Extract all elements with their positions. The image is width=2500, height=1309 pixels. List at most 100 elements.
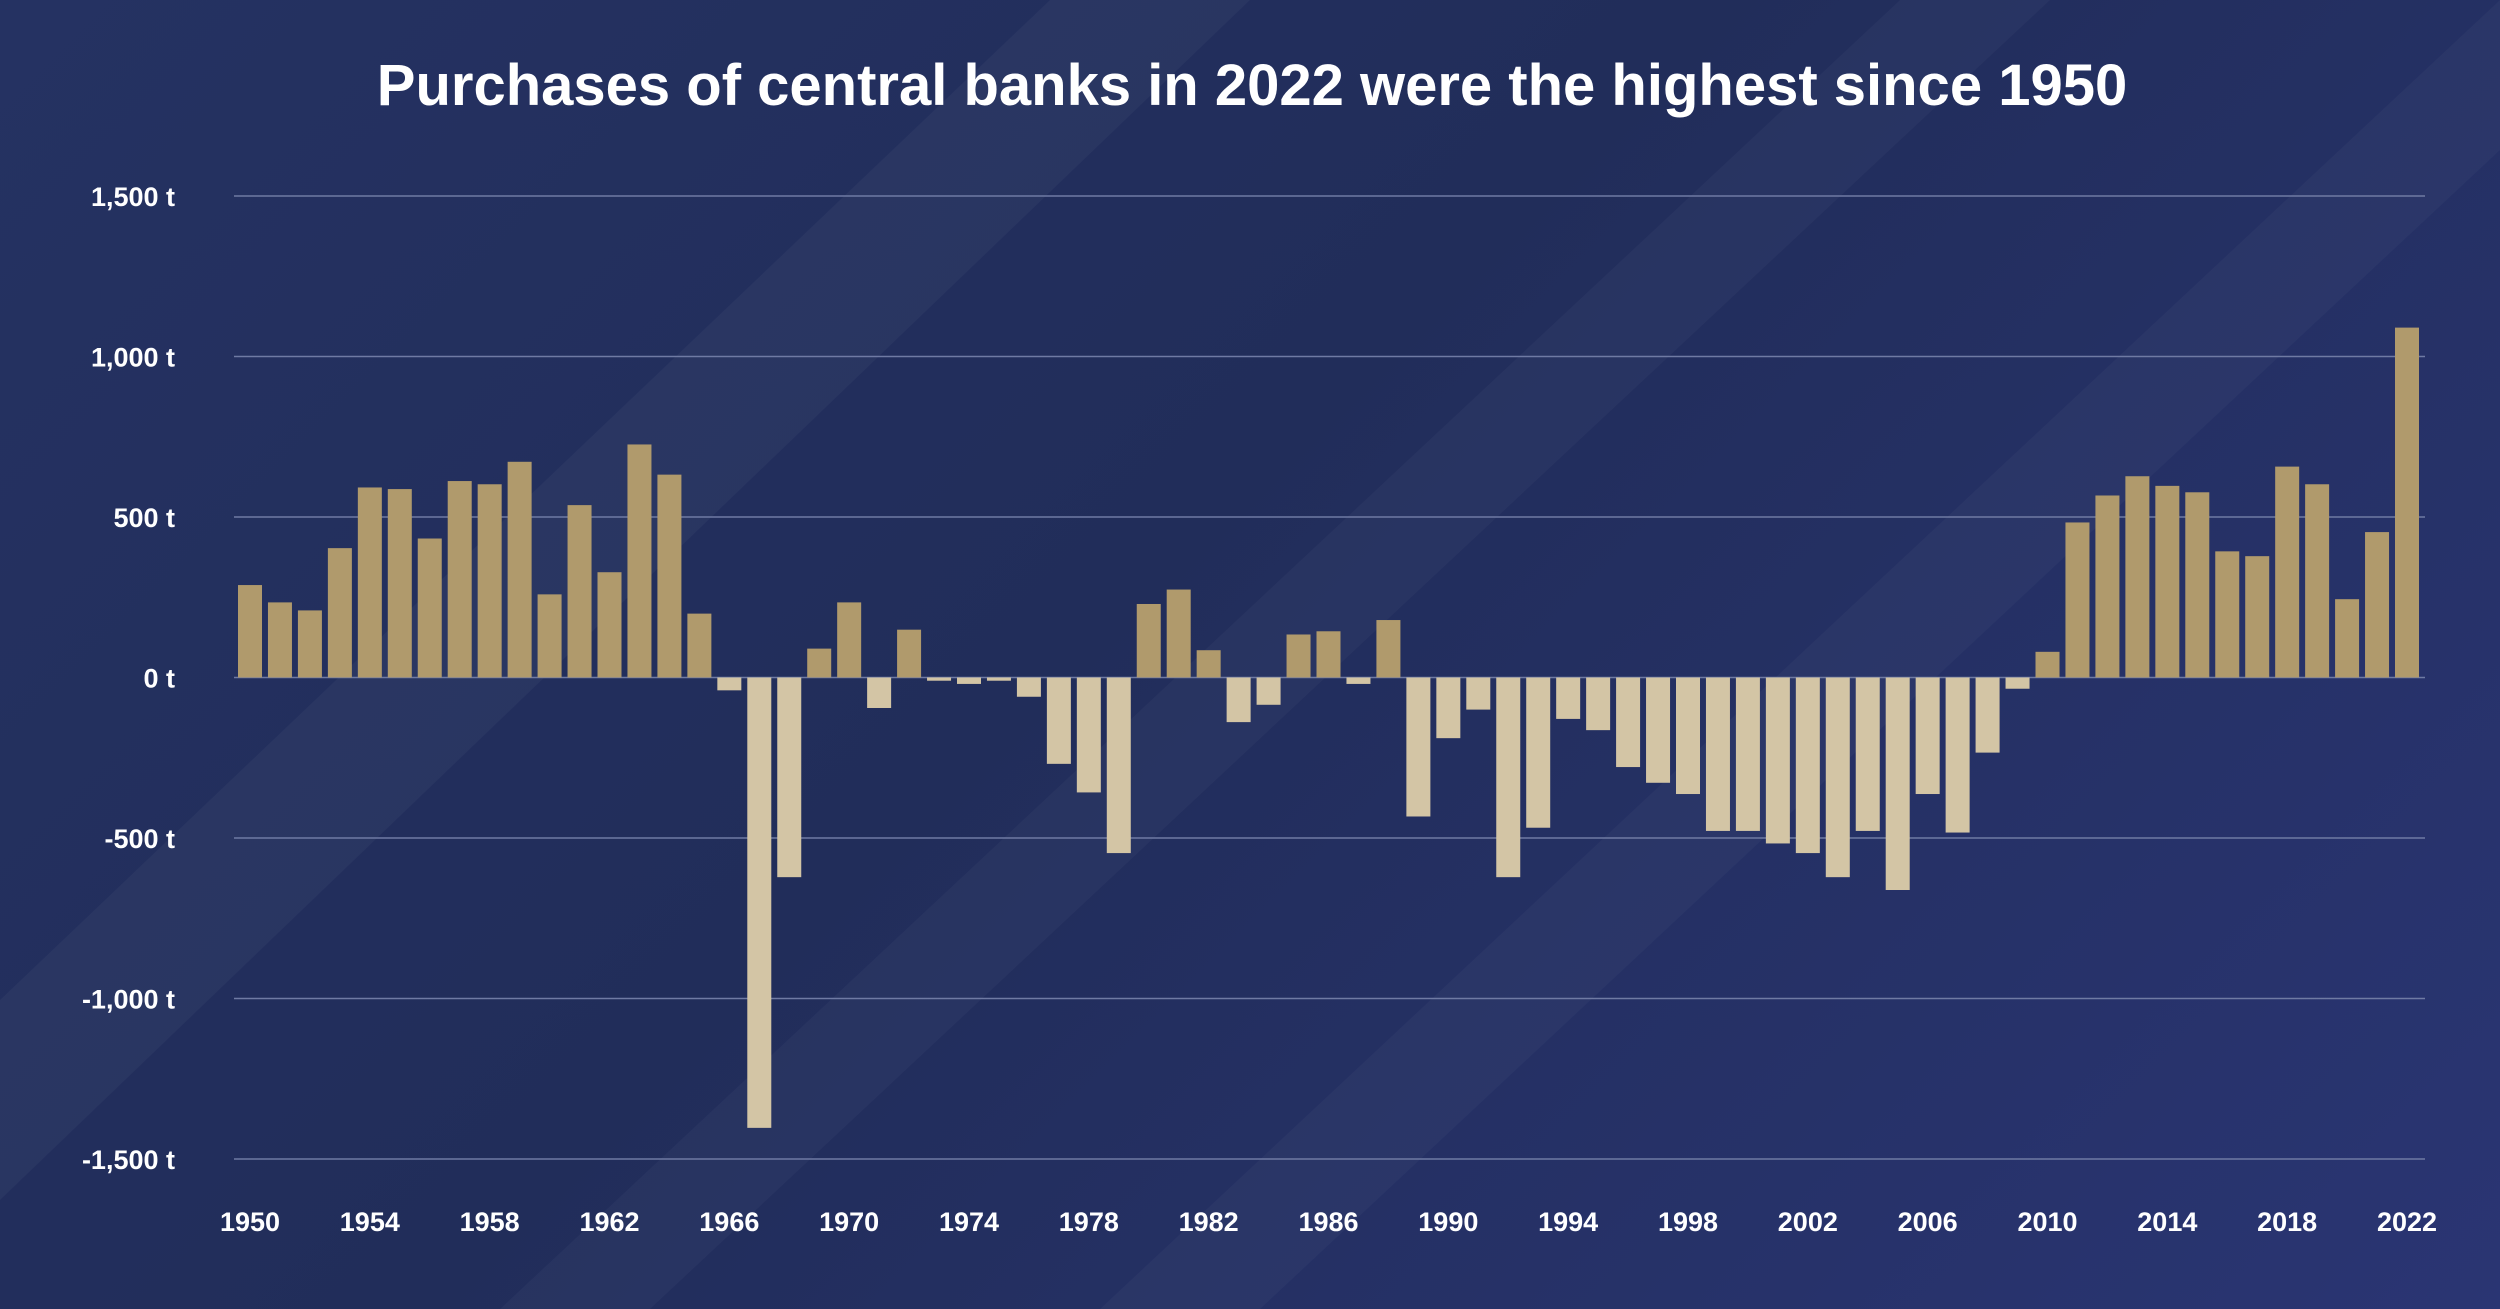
bar-2013 xyxy=(2125,476,2150,678)
bar-1950 xyxy=(238,585,262,678)
bar-2006 xyxy=(1915,677,1940,795)
bar-1969 xyxy=(807,648,832,678)
bar-1959 xyxy=(507,461,532,678)
bar-2000 xyxy=(1735,677,1760,831)
x-tick-label: 1954 xyxy=(340,1207,400,1237)
bar-2010 xyxy=(2035,651,2060,678)
bar-1986 xyxy=(1316,631,1341,678)
bar-1979 xyxy=(1106,677,1131,854)
bar-1964 xyxy=(657,474,682,678)
bar-2020 xyxy=(2335,599,2360,678)
bar-1960 xyxy=(537,594,562,678)
bar-1956 xyxy=(417,538,442,678)
bar-1980 xyxy=(1136,603,1161,678)
y-tick-label: -1,500 t xyxy=(82,1145,175,1175)
x-tick-label: 2006 xyxy=(1898,1207,1958,1237)
bar-1951 xyxy=(267,602,292,678)
x-tick-label: 1986 xyxy=(1298,1207,1358,1237)
chart-title: Purchases of central banks in 2022 were … xyxy=(377,53,2127,118)
bar-2001 xyxy=(1765,677,1790,844)
bar-1987 xyxy=(1346,677,1371,684)
bar-1965 xyxy=(687,613,712,678)
bar-2008 xyxy=(1975,677,2000,753)
x-tick-label: 2022 xyxy=(2377,1207,2437,1237)
y-tick-label: -1,000 t xyxy=(82,985,175,1015)
x-tick-label: 2014 xyxy=(2137,1207,2197,1237)
y-tick-label: 1,500 t xyxy=(91,182,175,212)
bar-1970 xyxy=(837,602,862,678)
bar-2021 xyxy=(2365,532,2390,678)
y-tick-label: 0 t xyxy=(143,664,175,694)
bar-1984 xyxy=(1256,677,1281,705)
bar-1982 xyxy=(1196,650,1221,678)
bar-1968 xyxy=(777,677,802,878)
x-tick-label: 1982 xyxy=(1179,1207,1239,1237)
bar-1998 xyxy=(1676,677,1700,795)
bar-1977 xyxy=(1046,677,1071,764)
x-tick-label: 1958 xyxy=(460,1207,520,1237)
x-tick-label: 1974 xyxy=(939,1207,999,1237)
bar-1974 xyxy=(957,677,981,684)
x-tick-label: 2010 xyxy=(2017,1207,2077,1237)
x-tick-label: 1966 xyxy=(699,1207,759,1237)
bar-2009 xyxy=(2005,677,2030,689)
bar-1955 xyxy=(387,489,412,678)
bar-1966 xyxy=(717,677,742,691)
bar-1993 xyxy=(1526,677,1551,828)
bar-1990 xyxy=(1436,677,1461,739)
bar-2017 xyxy=(2245,556,2270,678)
bar-1996 xyxy=(1616,677,1641,768)
bar-2016 xyxy=(2215,551,2240,678)
bar-1953 xyxy=(327,548,352,678)
bar-2019 xyxy=(2305,484,2330,678)
bar-1962 xyxy=(597,572,622,678)
bar-1975 xyxy=(986,677,1011,681)
bar-1961 xyxy=(567,505,592,678)
bar-1978 xyxy=(1076,677,1101,793)
bar-1997 xyxy=(1646,677,1671,783)
bar-2002 xyxy=(1795,677,1820,854)
bar-2011 xyxy=(2065,522,2090,678)
bar-1976 xyxy=(1016,677,1041,697)
bar-2007 xyxy=(1945,677,1970,833)
bar-1983 xyxy=(1226,677,1251,723)
x-tick-label: 1994 xyxy=(1538,1207,1598,1237)
bar-1995 xyxy=(1586,677,1611,731)
bar-1991 xyxy=(1466,677,1491,710)
bar-1985 xyxy=(1286,634,1311,678)
bar-2015 xyxy=(2185,492,2210,678)
bar-2005 xyxy=(1885,677,1910,891)
x-tick-label: 1998 xyxy=(1658,1207,1718,1237)
bar-1958 xyxy=(477,484,502,678)
bar-1973 xyxy=(927,677,952,681)
x-tick-label: 2002 xyxy=(1778,1207,1838,1237)
bar-1988 xyxy=(1376,620,1401,678)
y-tick-label: 1,000 t xyxy=(91,343,175,373)
bar-1999 xyxy=(1705,677,1730,831)
bar-2022 xyxy=(2395,327,2419,678)
x-tick-label: 1978 xyxy=(1059,1207,1119,1237)
bar-1981 xyxy=(1166,589,1191,678)
x-tick-label: 1970 xyxy=(819,1207,879,1237)
bar-2004 xyxy=(1855,677,1880,831)
bar-2018 xyxy=(2275,466,2300,678)
bar-1963 xyxy=(627,444,652,678)
bar-2003 xyxy=(1825,677,1850,878)
x-tick-label: 1990 xyxy=(1418,1207,1478,1237)
bar-2012 xyxy=(2095,495,2120,678)
x-tick-label: 1950 xyxy=(220,1207,280,1237)
bar-1972 xyxy=(897,629,922,678)
x-tick-label: 2018 xyxy=(2257,1207,2317,1237)
y-tick-label: -500 t xyxy=(104,824,175,854)
bar-1952 xyxy=(297,610,322,678)
bar-1954 xyxy=(357,487,382,678)
bar-1994 xyxy=(1556,677,1581,719)
bar-2014 xyxy=(2155,485,2180,678)
bar-1989 xyxy=(1406,677,1431,817)
bar-1967 xyxy=(747,677,772,1128)
y-tick-label: 500 t xyxy=(113,503,175,533)
bar-1992 xyxy=(1496,677,1521,878)
bar-1957 xyxy=(447,481,472,678)
